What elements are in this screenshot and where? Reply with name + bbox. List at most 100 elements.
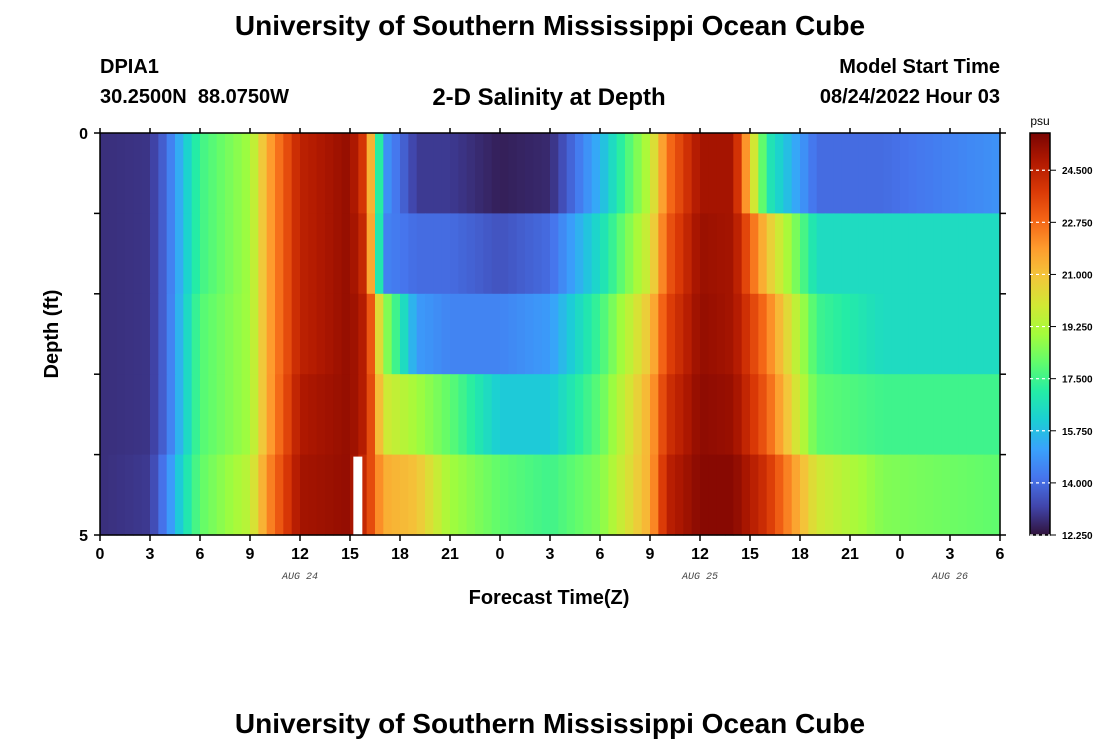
heatmap-cell (133, 133, 143, 214)
heatmap-cell (950, 374, 959, 456)
heatmap-cell (158, 133, 168, 214)
x-tick-label: 21 (441, 546, 459, 563)
heatmap-cell (383, 374, 393, 456)
heatmap-cell (616, 454, 626, 536)
heatmap-cell (841, 454, 851, 536)
heatmap-cell (541, 133, 551, 214)
heatmap-cell (950, 213, 959, 295)
heatmap-cell (933, 293, 943, 375)
heatmap-cell (300, 374, 309, 456)
heatmap-cell (966, 454, 976, 536)
heatmap-cell (108, 293, 118, 375)
heatmap-cell (116, 293, 126, 375)
x-tick-label: 6 (996, 546, 1005, 563)
heatmap-cell (408, 133, 418, 214)
heatmap-cell (391, 133, 401, 214)
heatmap-cell (191, 133, 201, 214)
colorbar-unit: psu (1030, 114, 1049, 128)
heatmap-cell (191, 213, 201, 295)
heatmap-cell (850, 454, 859, 536)
heatmap-cell (375, 293, 384, 375)
heatmap-cell (725, 293, 734, 375)
heatmap-cell (750, 454, 759, 536)
heatmap-cell (816, 213, 826, 295)
heatmap-cell (875, 213, 884, 295)
heatmap-cell (100, 293, 109, 375)
heatmap-cell (550, 293, 559, 375)
heatmap-cell (175, 374, 184, 456)
heatmap-cell (966, 374, 976, 456)
heatmap-cell (608, 374, 618, 456)
footer-title: University of Southern Mississippi Ocean… (234, 708, 866, 739)
heatmap-cell (508, 213, 518, 295)
heatmap-cell (291, 213, 301, 295)
heatmap-cell (583, 374, 593, 456)
heatmap-cell (766, 374, 776, 456)
heatmap-cell (883, 454, 893, 536)
heatmap-cell (275, 213, 284, 295)
heatmap-cell (958, 374, 968, 456)
colorbar-tick-label: 19.250 (1062, 323, 1093, 334)
heatmap-cell (291, 374, 301, 456)
heatmap-cell (225, 454, 234, 536)
heatmap-cell (875, 454, 884, 536)
heatmap-cell (975, 213, 984, 295)
heatmap-cell (608, 133, 618, 214)
heatmap-cell (675, 374, 684, 456)
x-tick-label: 9 (646, 546, 655, 563)
heatmap-cell (275, 454, 284, 536)
heatmap-cell (758, 133, 768, 214)
heatmap-cell (325, 133, 334, 214)
heatmap-cell (650, 133, 659, 214)
heatmap-cell (941, 374, 951, 456)
heatmap-cell (508, 293, 518, 375)
heatmap-cell (775, 293, 784, 375)
heatmap-cell (816, 374, 826, 456)
heatmap-cell (633, 293, 643, 375)
heatmap-cell (416, 293, 426, 375)
heatmap-cell (166, 454, 176, 536)
heatmap-cell (300, 133, 309, 214)
heatmap-cell (858, 454, 868, 536)
heatmap-cell (216, 133, 226, 214)
heatmap-cell (858, 133, 868, 214)
heatmap-cell (825, 293, 834, 375)
heatmap-cell (191, 454, 201, 536)
heatmap-cell (566, 213, 576, 295)
heatmap-cell (391, 213, 401, 295)
main-title: University of Southern Mississippi Ocean… (234, 10, 866, 41)
heatmap-cell (666, 293, 676, 375)
heatmap-cell (450, 374, 459, 456)
heatmap-cell (725, 133, 734, 214)
heatmap-cell (108, 374, 118, 456)
missing-data-cell (353, 456, 363, 535)
heatmap-cell (233, 133, 243, 214)
heatmap-cell (333, 133, 343, 214)
heatmap-cells (100, 133, 1001, 536)
heatmap-cell (750, 213, 759, 295)
heatmap-cell (183, 374, 193, 456)
date-label: AUG 25 (681, 572, 718, 583)
heatmap-cell (741, 374, 751, 456)
heatmap-cell (275, 293, 284, 375)
heatmap-cell (800, 454, 809, 536)
heatmap-cell (808, 374, 818, 456)
heatmap-cell (741, 133, 751, 214)
heatmap-cell (891, 454, 901, 536)
heatmap-cell (858, 374, 868, 456)
heatmap-cell (183, 454, 193, 536)
heatmap-cell (683, 454, 693, 536)
heatmap-cell (325, 213, 334, 295)
heatmap-cell (400, 213, 409, 295)
heatmap-cell (633, 133, 643, 214)
chart-subtitle: 2-D Salinity at Depth (432, 84, 666, 111)
heatmap-cell (933, 454, 943, 536)
model-start-label: Model Start Time (839, 56, 1000, 78)
heatmap-cell (700, 454, 709, 536)
colorbar-gradient-bar (1029, 132, 1051, 536)
heatmap-cell (216, 213, 226, 295)
heatmap-cell (675, 293, 684, 375)
heatmap-cell (650, 293, 659, 375)
heatmap-cell (483, 374, 493, 456)
heatmap-cell (125, 133, 134, 214)
